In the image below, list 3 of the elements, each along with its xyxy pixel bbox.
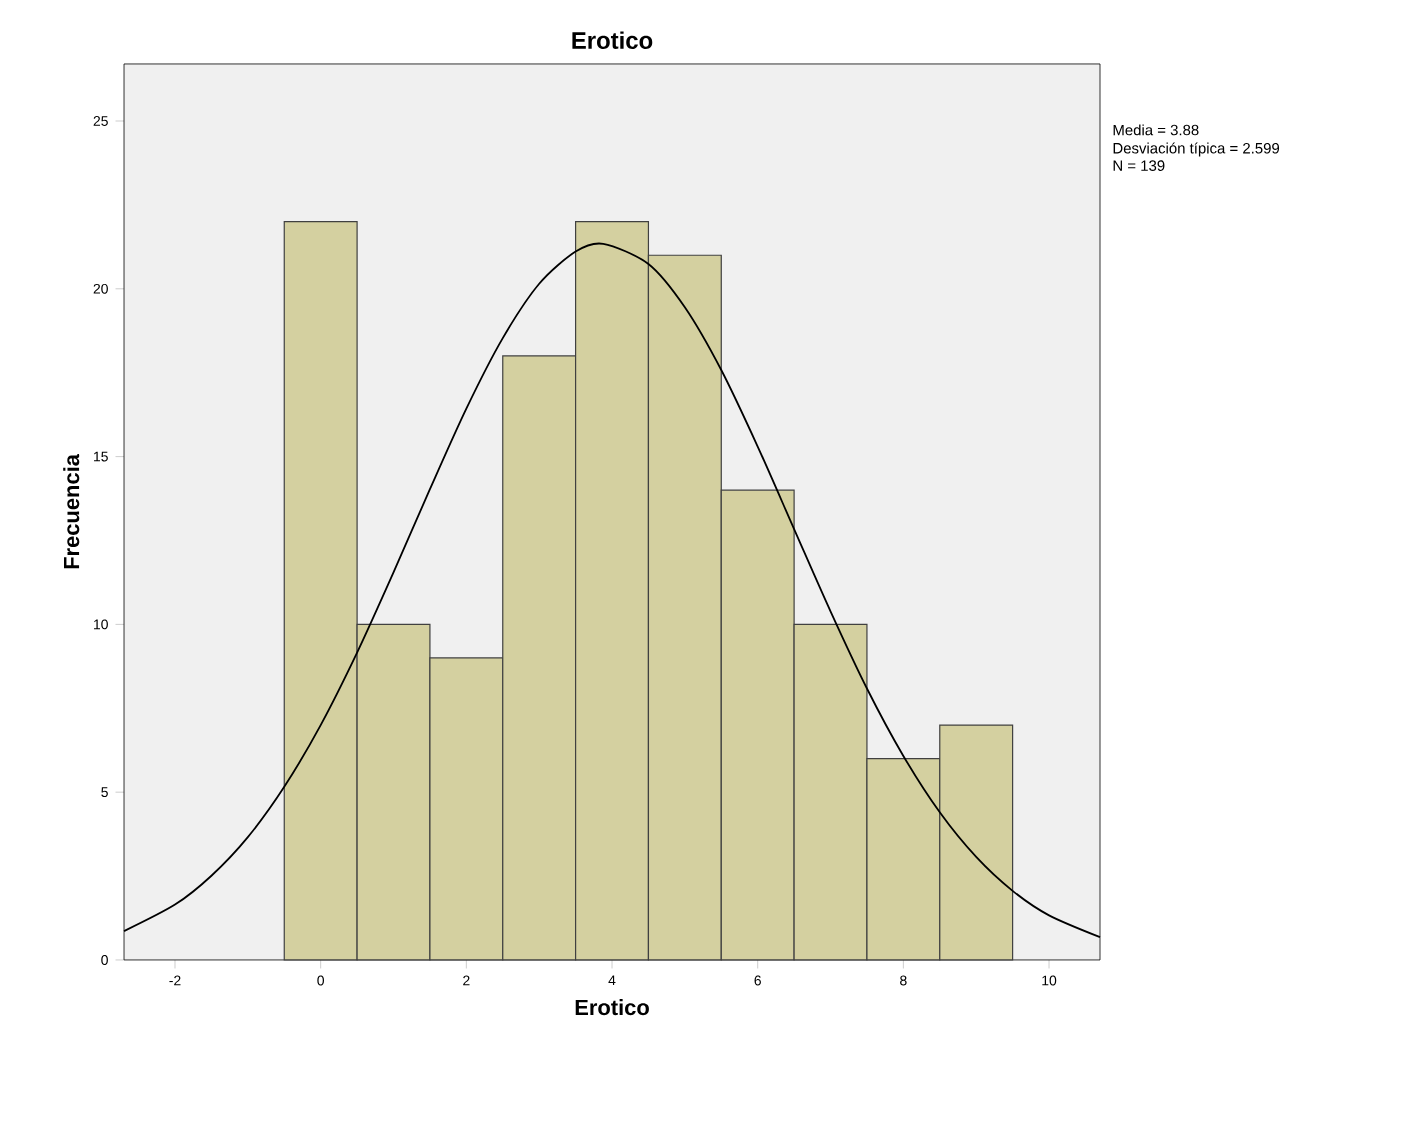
y-axis-title: Frecuencia xyxy=(63,453,80,569)
x-axis-title: Erotico xyxy=(575,999,649,1016)
chart-title: Erotico xyxy=(572,31,653,49)
